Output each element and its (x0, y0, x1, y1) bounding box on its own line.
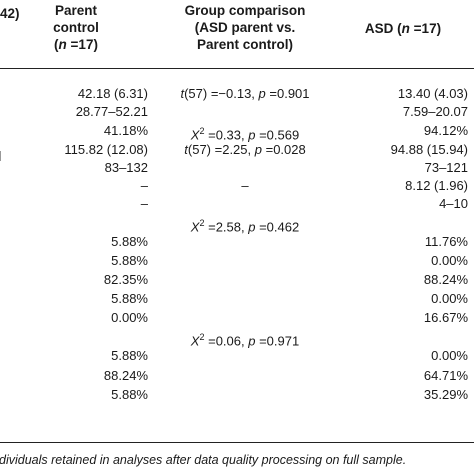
parent-control-n: (n =17) (54, 37, 98, 52)
parent-control-cell: 28.77–52.21 (75, 104, 148, 119)
comparison-cell: t(57) =−0.13, p =0.901 (150, 86, 340, 102)
comparison-stat-value: =0.33, (204, 127, 249, 143)
comparison-p-value: =0.569 (255, 127, 300, 143)
comparison-p-symbol: p (258, 86, 266, 101)
comparison-superscript: 2 (199, 126, 205, 136)
asd-cell: 35.29% (423, 387, 468, 402)
asd-cell: 0.00% (431, 348, 468, 363)
parent-control-cell: 41.18% (103, 123, 148, 138)
comparison-cell: – (241, 178, 249, 193)
comparison-superscript: 2 (199, 332, 205, 342)
asd-cell: 64.71% (423, 368, 468, 383)
parent-control-cell: – (140, 178, 148, 193)
parent-control-cell: 5.88% (111, 291, 148, 306)
comparison-stat-value: (57) =−0.13, (184, 86, 259, 101)
comparison-cell: X2 =2.58, p =0.462 (150, 215, 340, 235)
left-margin-mark (0, 151, 4, 161)
parent-control-cell: 0.00% (111, 310, 148, 325)
asd-cell: 11.76% (424, 234, 468, 249)
asd-cell: 8.12 (1.96) (405, 178, 468, 193)
asd-cell: 73–121 (424, 160, 468, 175)
comparison-p-symbol: p (248, 219, 256, 235)
asd-cell: 16.67% (423, 310, 468, 325)
comparison-p-value: =0.462 (255, 219, 300, 235)
footnote: dividuals retained in analyses after dat… (0, 453, 407, 467)
group-comparison-header-line3: Parent control) (196, 37, 293, 52)
asd-cell: 13.40 (4.03) (397, 86, 468, 101)
comparison-stat-symbol: X (190, 333, 200, 349)
parent-control-cell: – (140, 196, 148, 211)
parent-control-cell: 83–132 (104, 160, 148, 175)
asd-cell: 0.00% (431, 253, 468, 268)
parent-control-cell: 82.35% (103, 272, 148, 287)
asd-cell: 88.24% (423, 272, 468, 287)
comparison-cell: X2 =0.06, p =0.971 (150, 329, 340, 349)
comparison-cell: X2 =0.33, p =0.569 (150, 123, 340, 143)
comparison-stat-symbol: t (180, 86, 185, 101)
parent-control-cell: 88.24% (103, 368, 148, 383)
header-rule (0, 68, 474, 69)
parent-control-cell: 5.88% (111, 253, 148, 268)
comparison-stat-symbol: X (190, 127, 200, 143)
comparison-stat-value: =0.06, (204, 333, 249, 349)
asd-cell: 94.12% (423, 123, 468, 138)
comparison-stat-value: (57) =2.25, (187, 142, 255, 157)
parent-control-cell: 5.88% (111, 234, 148, 249)
comparison-stat-symbol: X (190, 219, 200, 235)
bottom-rule (0, 442, 474, 443)
comparison-p-symbol: p (248, 333, 256, 349)
comparison-p-symbol: p (248, 127, 256, 143)
group-comparison-header-line2: (ASD parent vs. (194, 20, 296, 35)
comparison-p-value: =0.971 (255, 333, 300, 349)
parent-control-cell: 5.88% (111, 348, 148, 363)
col0-header-fragment: 42) (0, 6, 20, 21)
parent-control-header-line1: Parent (54, 3, 98, 18)
asd-cell: 94.88 (15.94) (390, 142, 468, 157)
comparison-cell: t(57) =2.25, p =0.028 (150, 142, 340, 158)
comparison-stat-value: =2.58, (204, 219, 249, 235)
comparison-stat-symbol: t (184, 142, 188, 157)
group-comparison-header-line1: Group comparison (184, 3, 306, 18)
asd-cell: 4–10 (439, 196, 468, 211)
asd-cell: 7.59–20.07 (402, 104, 468, 119)
comparison-superscript: 2 (199, 218, 205, 228)
parent-control-cell: 5.88% (111, 387, 148, 402)
comparison-p-value: =0.028 (261, 142, 306, 157)
parent-control-cell: 42.18 (6.31) (77, 86, 148, 101)
parent-control-header-line2: control (53, 20, 99, 35)
comparison-p-value: =0.901 (265, 86, 310, 101)
group-comparison-header: Group comparison (ASD parent vs. Parent … (150, 2, 340, 53)
asd-cell: 0.00% (431, 291, 468, 306)
parent-control-header: Parent control (n =17) (0, 2, 152, 53)
comparison-p-symbol: p (254, 142, 262, 157)
parent-control-cell: 115.82 (12.08) (64, 142, 148, 157)
asd-header: ASD (n =17) (364, 21, 442, 36)
